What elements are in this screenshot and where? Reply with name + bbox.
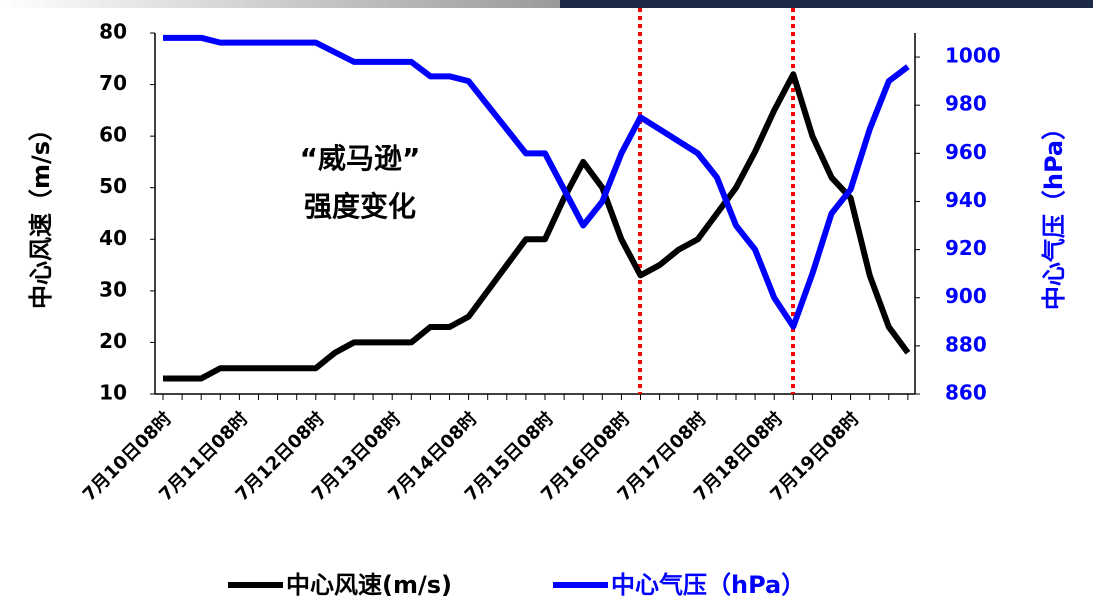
y-tick-label: 70 <box>99 71 127 95</box>
top-bar <box>0 0 560 8</box>
series-line <box>163 71 911 382</box>
y2-tick-label: 980 <box>945 92 987 116</box>
y2-tick-label: 940 <box>945 188 987 212</box>
y-tick-label: 50 <box>99 174 127 198</box>
annotation: 强度变化 <box>304 190 416 223</box>
series-line <box>163 34 910 330</box>
y-tick-label: 10 <box>99 381 127 405</box>
legend-label: 中心气压（hPa） <box>611 571 805 599</box>
y2-tick-label: 960 <box>945 140 987 164</box>
top-bar <box>560 0 1093 8</box>
y2-tick-label: 880 <box>945 332 987 356</box>
annotation: “威马逊” <box>300 142 421 175</box>
y-axis-title: 中心风速（m/s） <box>27 117 55 309</box>
y2-tick-label: 900 <box>945 284 987 308</box>
y2-tick-label: 920 <box>945 236 987 260</box>
y-tick-label: 40 <box>99 226 127 250</box>
legend-label: 中心风速(m/s) <box>286 571 452 599</box>
y2-axis-title: 中心气压（hPa） <box>1040 116 1068 310</box>
y-tick-label: 60 <box>99 123 127 147</box>
y-tick-label: 30 <box>99 277 127 301</box>
y2-tick-label: 860 <box>945 381 987 405</box>
y-tick-label: 20 <box>99 329 127 353</box>
y-tick-label: 80 <box>99 20 127 44</box>
y2-tick-label: 1000 <box>945 44 1001 68</box>
